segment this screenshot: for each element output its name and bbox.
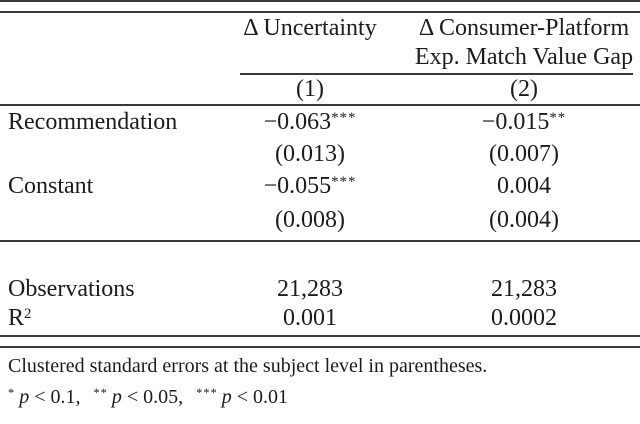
significance-note: * p < 0.1, ** p < 0.05, *** p < 0.01 [8, 380, 640, 411]
sig-stars: *** [196, 386, 218, 400]
std-error-cell: (0.013) [275, 140, 345, 167]
significance-stars: *** [331, 173, 357, 190]
r-squared-value: 0.001 [283, 304, 337, 331]
r-squared-base: R [8, 304, 25, 331]
std-error-cell: (0.007) [489, 140, 559, 167]
column-number-row: (1) (2) [0, 75, 640, 104]
row-label: Observations [8, 275, 135, 302]
table-row-constant-se: (0.008) (0.004) [0, 203, 640, 237]
observations-value: 21,283 [277, 275, 343, 302]
r-squared-exponent: 2 [24, 305, 32, 322]
table-row-r-squared: R2 0.001 0.0002 [0, 304, 640, 332]
p-symbol: p [221, 386, 232, 408]
spacer-row [0, 242, 640, 274]
significance-stars: ** [549, 110, 567, 126]
coefficient-value: −0.015 [481, 109, 550, 135]
col2-header-line1: Δ Consumer-Platform [418, 15, 630, 41]
sig-level-3: *** p < 0.01 [196, 386, 288, 408]
coefficient-cell: −0.015** [408, 109, 640, 136]
coefficient-value: 0.004 [497, 172, 551, 199]
row-label: R2 [0, 305, 240, 332]
coefficient-cell: −0.055*** [240, 173, 380, 200]
table-row-recommendation-se: (0.013) (0.007) [0, 139, 640, 169]
p-symbol: p [111, 386, 122, 408]
coefficient-cell: −0.063*** [240, 109, 380, 136]
sig-threshold: < 0.01 [236, 386, 289, 408]
sig-threshold: < 0.1, [34, 386, 81, 408]
row-label: Recommendation [8, 109, 178, 135]
table-row-observations: Observations 21,283 21,283 [0, 274, 640, 304]
row-label: Constant [8, 172, 94, 199]
table-caption-clipped: Table 2: The Impact of Recommendation on… [0, 421, 640, 424]
col2-number: (2) [510, 76, 538, 102]
std-error-cell: (0.004) [489, 206, 559, 233]
sig-level-1: * p < 0.1, [8, 386, 80, 408]
table-row-recommendation: Recommendation −0.063*** −0.015** [0, 106, 640, 139]
column-span-rule [240, 73, 633, 75]
col1-number: (1) [296, 76, 324, 102]
header-bottom-rule [0, 104, 640, 106]
sig-threshold: < 0.05, [126, 386, 184, 408]
body-bottom-rule [0, 240, 640, 242]
col1-header: Δ Uncertainty [243, 15, 377, 41]
table-row-constant: Constant −0.055*** 0.004 [0, 169, 640, 203]
observations-value: 21,283 [491, 275, 557, 302]
table-bottom-rule [0, 335, 640, 348]
coefficient-cell: 0.004 [408, 173, 640, 200]
significance-stars: *** [331, 110, 357, 126]
col2-header-line2: Exp. Match Value Gap [414, 44, 634, 70]
table-notes: Clustered standard errors at the subject… [0, 353, 640, 411]
sig-stars: ** [93, 386, 108, 400]
table-header-row-2: Exp. Match Value Gap [0, 43, 640, 71]
table-top-rule [0, 0, 640, 13]
clustered-se-note: Clustered standard errors at the subject… [8, 355, 488, 377]
table-header-row-1: Δ Uncertainty Δ Consumer-Platform [0, 13, 640, 43]
p-symbol: p [19, 386, 30, 408]
coefficient-value: −0.055 [263, 172, 332, 199]
std-error-cell: (0.008) [275, 206, 345, 233]
sig-stars: * [8, 386, 16, 400]
sig-level-2: ** p < 0.05, [93, 386, 183, 408]
coefficient-value: −0.063 [263, 109, 332, 135]
r-squared-value: 0.0002 [491, 304, 557, 331]
